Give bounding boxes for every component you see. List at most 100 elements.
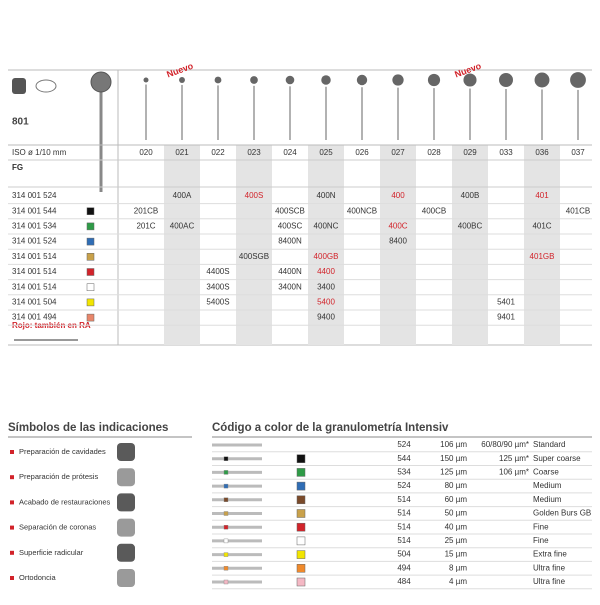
color-swatch [86, 298, 95, 307]
grit-code: 514 [397, 522, 411, 531]
cell: 5401 [497, 298, 515, 307]
product-number: 801 [12, 117, 29, 128]
grit-code: 524 [397, 440, 411, 449]
size-label: 024 [283, 148, 297, 157]
grit-swatch [296, 454, 306, 463]
grit-swatch [296, 522, 306, 532]
grit-name: Medium [533, 481, 562, 490]
reference: 314 001 514 [12, 282, 57, 291]
bur-head [285, 75, 295, 85]
indication-icon [117, 543, 135, 562]
grit-bur-ring [223, 552, 229, 557]
tooth-icon [12, 78, 26, 94]
reference: 314 001 514 [12, 267, 57, 276]
grit-swatch [296, 509, 306, 518]
size-label: 022 [211, 148, 225, 157]
grit-bur-ring [223, 470, 229, 475]
indication-icon [117, 493, 135, 512]
grit-code: 504 [397, 550, 411, 559]
cell: 401GB [530, 252, 555, 261]
indication-icon [117, 518, 135, 537]
cell: 401 [535, 191, 549, 200]
cell: 400GB [314, 252, 339, 261]
reference: 314 001 544 [12, 206, 57, 215]
bur-head [179, 77, 185, 83]
grit-grain: 8 µm [449, 563, 467, 572]
size-label: 036 [535, 148, 549, 157]
cell: 400C [388, 222, 407, 231]
grit-bur-ring [223, 497, 229, 502]
grit-swatch [296, 550, 306, 559]
cell: 400BC [458, 222, 483, 231]
grit-bur-ring [223, 525, 229, 530]
cell: 4400 [317, 267, 335, 276]
grit-grain: 60 µm [445, 495, 468, 504]
cell: 400SCB [275, 206, 305, 215]
grit-bur-ring [223, 483, 229, 489]
cell: 400NCB [347, 206, 377, 215]
grit-code: 524 [397, 481, 411, 490]
grit-bur-ring [223, 538, 229, 544]
grit-name: Medium [533, 495, 562, 504]
grit-swatch [296, 577, 306, 587]
cell: 400NC [314, 222, 339, 231]
bullet [10, 550, 14, 555]
indication-icon [117, 443, 135, 461]
grit-swatch [296, 536, 306, 546]
cell: 8400N [278, 237, 302, 246]
cell: 201CB [134, 206, 158, 215]
grit-name: Fine [533, 522, 549, 531]
column-shade [380, 145, 416, 345]
reference: 314 001 524 [12, 237, 57, 246]
grit-name: Super coarse [533, 454, 581, 463]
column-shade [524, 145, 560, 345]
grit-name: Standard [533, 440, 565, 449]
cell: 401CB [566, 206, 590, 215]
cell: 400B [461, 191, 480, 200]
grit-bur-ring [223, 566, 229, 571]
bullet [10, 475, 14, 480]
cell: 400N [316, 191, 335, 200]
bur-head [356, 74, 368, 86]
color-swatch [86, 268, 95, 276]
grit-name: Ultra fine [533, 563, 566, 572]
bullet [10, 525, 14, 530]
color-swatch [86, 283, 95, 291]
cell: 400SGB [239, 252, 269, 261]
grit-grain: 25 µm [445, 536, 468, 545]
cell: 400CB [422, 206, 446, 215]
grit-grain: 80 µm [445, 481, 468, 490]
bur-head [250, 76, 258, 84]
size-label: 021 [175, 148, 189, 157]
bur-head [392, 74, 404, 86]
grit-extra: 125 µm* [499, 454, 529, 463]
grit-swatch [296, 468, 306, 477]
color-swatch [86, 222, 95, 231]
size-label: 028 [427, 148, 441, 157]
shape-icon [35, 79, 57, 93]
size-label: 037 [571, 148, 585, 157]
grit-code: 484 [397, 577, 411, 586]
grit-code: 494 [397, 563, 411, 572]
cell: 3400 [317, 282, 335, 291]
indication-icon [117, 468, 135, 487]
cell: 400AC [170, 222, 195, 231]
grit-grain: 4 µm [449, 577, 467, 586]
grit-swatch [296, 564, 306, 573]
bullet [10, 576, 14, 580]
bur-head [321, 75, 331, 85]
size-label: 023 [247, 148, 261, 157]
cell: 5400 [317, 298, 335, 307]
indication: Preparación de prótesis [19, 472, 98, 481]
cell: 400 [391, 191, 405, 200]
color-swatch [86, 253, 95, 261]
grit-grain: 150 µm [440, 454, 467, 463]
grit-code: 514 [397, 536, 411, 545]
reference: 314 001 534 [12, 222, 57, 231]
main-bur-head [90, 71, 112, 93]
indication-icon [117, 569, 135, 587]
cell: 5400S [206, 298, 229, 307]
shank-label: FG [12, 163, 23, 172]
bur-head [534, 72, 550, 88]
